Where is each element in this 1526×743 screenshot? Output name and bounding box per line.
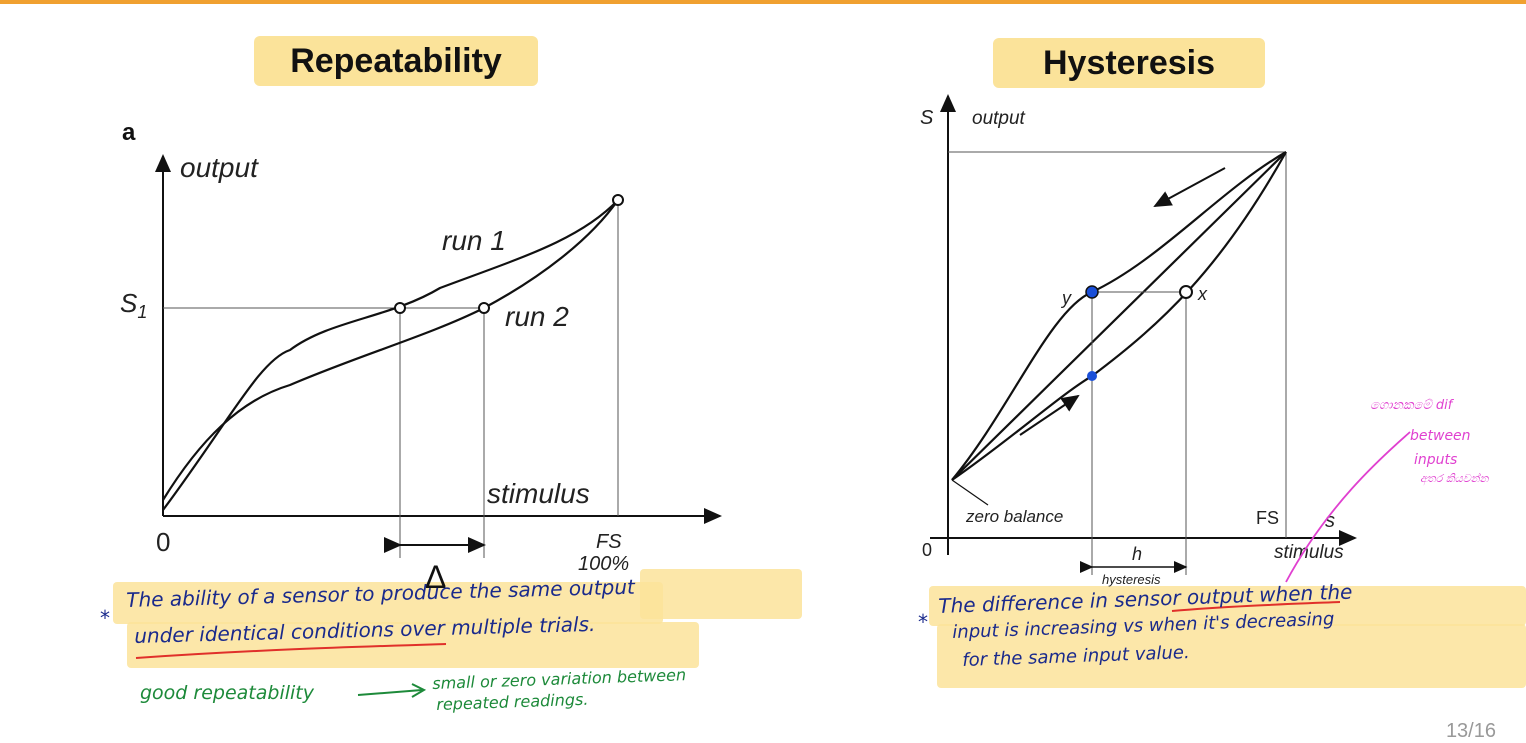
left-origin-label: 0 [156,527,170,557]
side-note-line3: inputs [1414,452,1458,468]
y-point-label: y [1060,288,1072,308]
run1-label: run 1 [442,225,506,256]
note-highlight-right-2 [937,624,1526,688]
linear-curve [951,151,1287,481]
hysteresis-title: Hysteresis [993,38,1265,88]
zero-balance-pointer [951,479,989,506]
green-arrow [357,689,423,696]
side-note-line4: අතර කියවන්න [1420,472,1489,485]
note-bullet-right: * [918,610,928,634]
side-note-line1: ගොනකමේ dif [1370,398,1453,413]
right-x-axis-label: stimulus [1274,542,1344,563]
run2-s1-point [478,302,490,314]
red-underline-left [135,643,447,659]
note-bullet-left: * [100,606,110,630]
note-highlight-left-1 [113,582,663,624]
right-y-axis-symbol: S [920,107,934,129]
panel-label-a: a [122,119,136,146]
delta-label: Δ [425,559,446,595]
x-point [1179,285,1193,299]
run2-curve [162,199,619,501]
run1-curve [162,199,619,511]
pink-annotation-arrow [1285,431,1411,583]
hysteresis-diagram: S output s stimulus 0 FS y x zero balanc… [920,94,1357,587]
accent-top-bar [0,0,1526,4]
h-label: h [1132,544,1142,564]
right-fs-label: FS [1256,508,1279,528]
x-point-label: x [1197,284,1208,304]
fs-endpoint [612,194,624,206]
decreasing-arrow [1153,167,1226,207]
left-y-axis-label: output [180,152,259,183]
increasing-arrow [1019,394,1080,436]
right-x-axis-symbol: s [1325,510,1335,532]
right-origin-label: 0 [922,540,932,560]
red-underline-right [1171,601,1341,612]
zero-balance-label: zero balance [965,507,1063,526]
note-highlight-left-2 [640,569,802,619]
s1-label: S1 [120,288,147,322]
y-point [1085,285,1099,299]
side-note-line2: between [1410,428,1471,444]
right-y-axis-label: output [972,108,1026,129]
hysteresis-span-label: hysteresis [1102,572,1161,587]
repeatability-diagram: a output stimulus 0 S1 run 1 run 2 FS 10… [120,119,722,595]
page-number: 13/16 [1445,720,1496,742]
note-highlight-right-1 [929,586,1526,626]
repeatability-title: Repeatability [254,36,538,86]
left-x-axis-label: stimulus [487,478,590,509]
lower-point [1087,371,1097,381]
green-arrow-head [411,683,427,698]
run1-s1-point [394,302,406,314]
left-fs-percent: 100% [578,553,629,575]
good-repeatability-label: good repeatability [140,682,314,704]
left-fs-label: FS [596,531,622,553]
lower-curve [951,151,1287,481]
run2-label: run 2 [505,301,569,332]
